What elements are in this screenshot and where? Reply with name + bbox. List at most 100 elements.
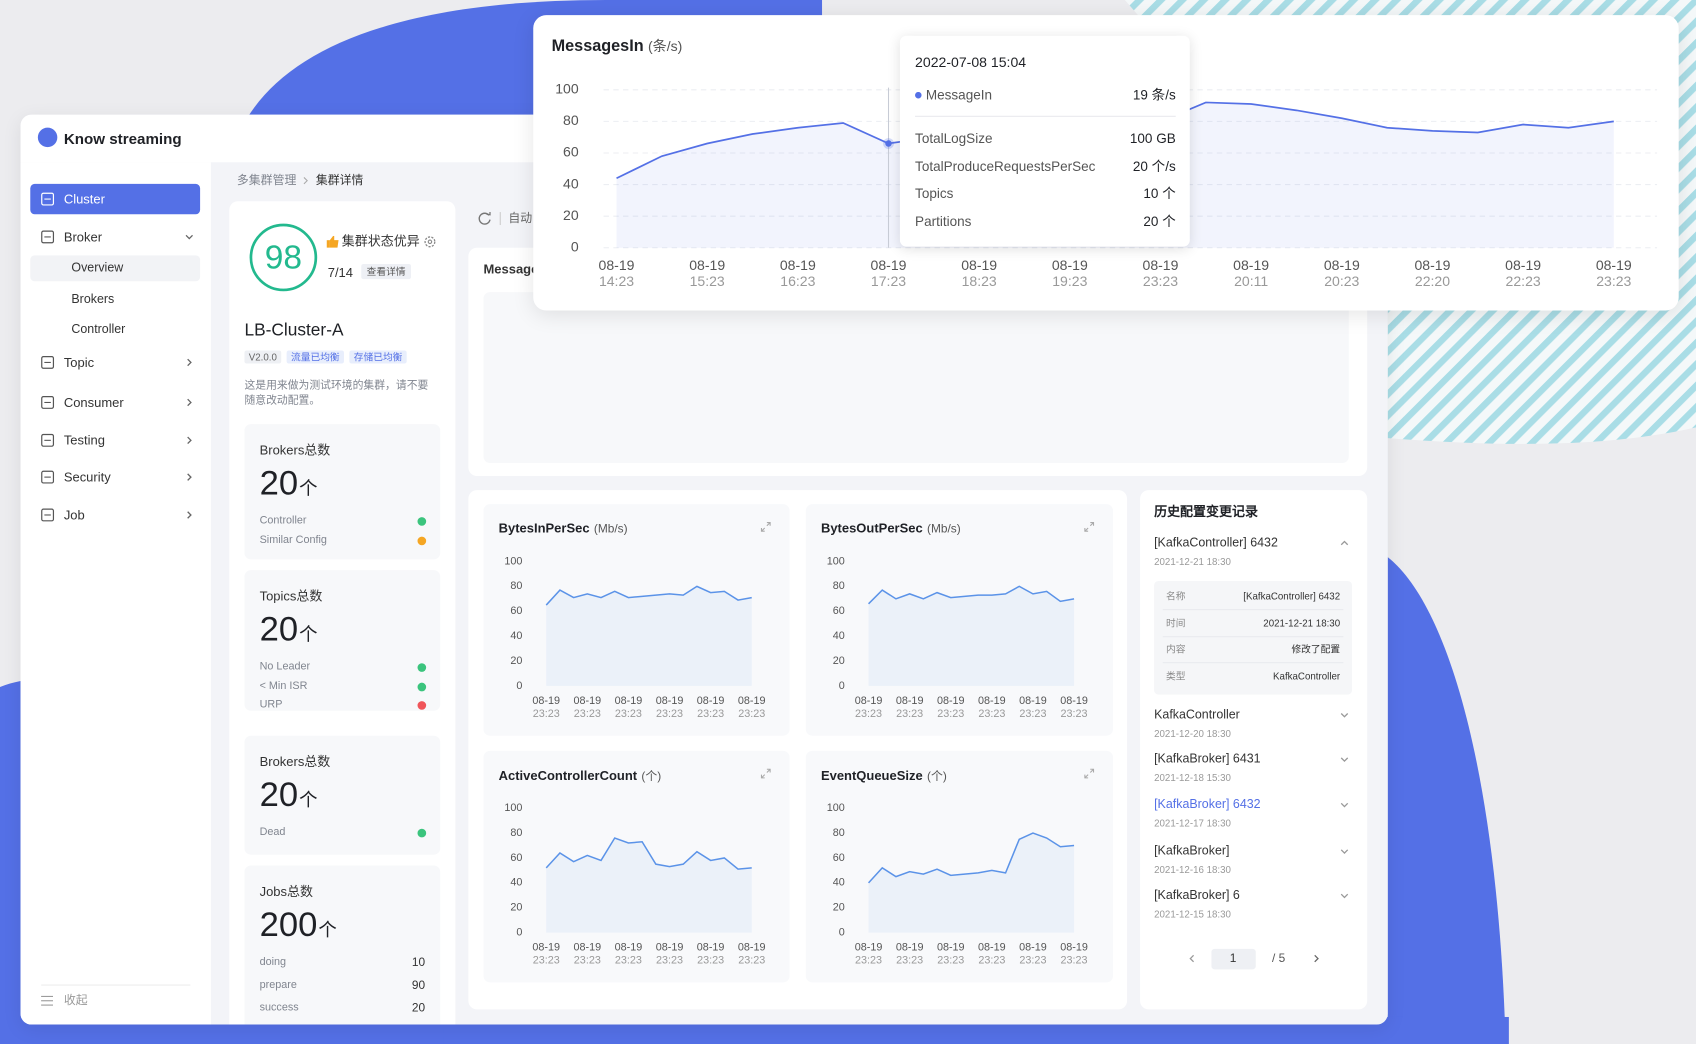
tooltip-rows: TotalLogSize 100 GB TotalProduceRequestsPe…: [900, 36, 1190, 247]
chevron[interactable]: [185, 358, 194, 367]
submenu-item[interactable]: Controller: [71, 323, 126, 337]
history-item-title[interactable]: KafkaController: [1154, 708, 1240, 722]
history-item-title[interactable]: [KafkaController] 6432: [1154, 536, 1278, 550]
menu-item[interactable]: Testing: [63, 432, 105, 448]
breadcrumb: 多集群管理 集群详情: [237, 173, 364, 188]
logo-text: Know streaming: [63, 129, 182, 148]
tooltip-value: 19 条/s: [1132, 87, 1176, 103]
detail-link[interactable]: 查看详情: [361, 263, 412, 280]
detail-label: 类型: [1165, 670, 1186, 682]
x-tick-label: 08-19: [689, 257, 725, 273]
breadcrumb-link[interactable]: 多集群管理: [236, 174, 297, 188]
history-item-title[interactable]: [KafkaBroker]: [1154, 844, 1230, 858]
x-tick-label: 08-19: [532, 695, 560, 707]
expand-icon[interactable]: [1084, 768, 1095, 779]
y-tick-label: 20: [833, 902, 845, 914]
chevron-icon: [1189, 954, 1195, 963]
stat-row-label: Dead: [259, 826, 286, 839]
menu-item[interactable]: Topic: [63, 354, 95, 371]
collapse[interactable]: 收起: [63, 994, 88, 1008]
x-tick-label: 08-19: [738, 942, 766, 954]
history-item-title[interactable]: [KafkaBroker] 6: [1154, 889, 1240, 903]
history-item-title[interactable]: [KafkaBroker] 6432: [1154, 798, 1261, 812]
divider: [499, 212, 501, 226]
x-tick-label: 23:23: [615, 955, 642, 967]
y-tick-label: 60: [563, 144, 579, 160]
x-tick-label: 20:11: [1234, 273, 1268, 289]
expand-icon[interactable]: [760, 768, 771, 779]
settings-icon[interactable]: [424, 236, 436, 248]
blob: [1387, 557, 1506, 1044]
auto-refresh[interactable]: 自动: [508, 212, 533, 226]
x-tick-label: 08-19: [978, 942, 1006, 954]
y-tick-label: 80: [833, 580, 845, 592]
tooltip: 2022-07-08 15:04 MessageIn 19 条/s TotalL…: [899, 35, 1190, 247]
expand-icon[interactable]: [1084, 521, 1095, 532]
collapse-icon[interactable]: [41, 994, 54, 1007]
history-item-time: 2021-12-18 15:30: [1154, 772, 1231, 784]
submenu-item[interactable]: Overview: [71, 261, 124, 275]
chevron[interactable]: [1340, 891, 1349, 900]
x-tick-label: 23:23: [697, 955, 724, 967]
chevron[interactable]: [1188, 954, 1197, 963]
y-tick-label: 0: [839, 926, 845, 938]
chevron[interactable]: [1340, 711, 1349, 720]
chevron[interactable]: [1340, 847, 1349, 856]
x-tick-label: 08-19: [1019, 695, 1047, 707]
menu-icon: [41, 396, 55, 409]
stat-row-label: doing: [259, 956, 287, 969]
chevron[interactable]: [185, 233, 194, 242]
history-details: 名称 [KafkaController] 6432 时间 2021-12-21 18:…: [1154, 580, 1353, 695]
chevron[interactable]: [185, 473, 194, 482]
x-tick-label: 08-19: [615, 695, 643, 707]
chevron-icon: [185, 234, 193, 240]
y-tick-label: 20: [563, 207, 579, 223]
x-tick-label: 23:23: [978, 708, 1005, 720]
menu-item[interactable]: Job: [63, 507, 85, 523]
stat-title: Jobs总数: [259, 883, 313, 900]
chevron[interactable]: [1340, 539, 1349, 548]
refresh-icon[interactable]: [477, 211, 492, 226]
x-tick-label: 22:23: [1506, 273, 1541, 289]
menu-item[interactable]: Consumer: [63, 394, 124, 411]
expand-icon[interactable]: [760, 521, 771, 532]
y-tick-label: 80: [833, 827, 845, 839]
chevron[interactable]: [1312, 954, 1321, 963]
chart-title-text: ActiveControllerCount: [498, 768, 638, 784]
detail-value: KafkaController: [1273, 670, 1341, 682]
x-tick-label: 08-19: [937, 695, 965, 707]
history-item-title[interactable]: [KafkaBroker] 6431: [1154, 753, 1261, 766]
chevron-icon: [1340, 802, 1349, 808]
cluster-description: 这是用来做为测试环境的集群，请不要随意改动配置。: [244, 379, 429, 407]
x-tick-label: 08-19: [1019, 942, 1047, 954]
menu-item[interactable]: Cluster: [63, 191, 105, 207]
chevron[interactable]: [1340, 755, 1349, 764]
chart-title: BytesOutPerSec (Mb/s): [821, 520, 961, 535]
chevron[interactable]: [1340, 801, 1349, 810]
chevron[interactable]: [185, 436, 194, 445]
chevron[interactable]: [185, 398, 194, 407]
expand-icon-shape: [1084, 768, 1095, 779]
menu-icon: [41, 355, 55, 369]
page-current[interactable]: 1: [1229, 952, 1237, 966]
detail-divider: [1162, 635, 1344, 637]
stat-row-label: URP: [259, 698, 283, 711]
menu-icon-shape: [41, 192, 55, 206]
status-icon: [417, 701, 427, 710]
health-score: 98: [265, 240, 302, 277]
menu-item[interactable]: Security: [63, 469, 111, 485]
chevron-icon: [1340, 849, 1349, 854]
chevron-icon: [187, 511, 192, 519]
tooltip-label: TotalProduceRequestsPerSec: [915, 158, 1096, 174]
page-current-box: [1211, 948, 1256, 970]
submenu-item[interactable]: Brokers: [71, 292, 115, 306]
status-icon: [417, 663, 427, 672]
submenu-active: [30, 255, 201, 282]
history-item-time: 2021-12-17 18:30: [1154, 817, 1231, 829]
tooltip-value: 10 个: [1143, 186, 1176, 202]
chevron[interactable]: [185, 511, 194, 520]
menu-item[interactable]: Broker: [63, 229, 103, 245]
y-tick-label: 0: [839, 680, 845, 692]
x-tick-label: 23:23: [1019, 708, 1046, 720]
history-title: 历史配置变更记录: [1154, 504, 1258, 520]
